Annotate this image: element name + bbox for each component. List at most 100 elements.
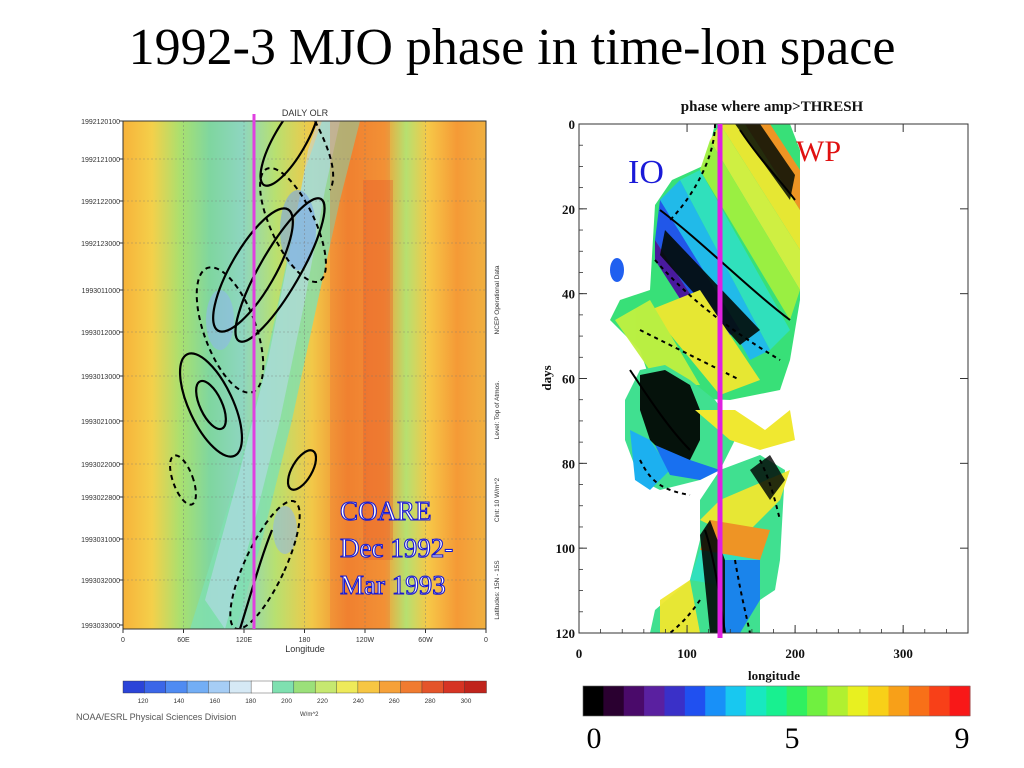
- olr-colorbar-tick: 160: [209, 698, 220, 705]
- olr-colorbar-swatch: [144, 680, 167, 694]
- phase-colorbar-swatch: [929, 686, 951, 716]
- olr-y-tick-label: 1993022000: [81, 462, 120, 469]
- phase-colorbar: 0 5 9: [582, 685, 971, 755]
- olr-colorbar-swatch: [208, 680, 231, 694]
- io-region-label: IO: [628, 154, 664, 191]
- olr-side-note: Cint: 10 W/m^2: [494, 478, 501, 523]
- olr-colorbar-swatch: [379, 680, 402, 694]
- phase-colorbar-swatch: [868, 686, 890, 716]
- olr-x-tick-label: 120E: [236, 637, 253, 644]
- olr-side-note: Latitudes: 15N - 15S: [494, 560, 501, 620]
- olr-x-ticks: 0 60E 120E 180 120W 60W 0: [121, 629, 488, 644]
- coare-annotation-line: Dec 1992-: [340, 533, 453, 563]
- olr-y-tick-label: 1992123000: [81, 241, 120, 248]
- phase-colorbar-swatch: [583, 686, 604, 716]
- olr-y-tick-label: 1992120100: [81, 119, 120, 126]
- phase-y-tick-label: 80: [562, 456, 575, 471]
- coare-annotation-line: Mar 1993: [340, 570, 446, 600]
- olr-y-tick-label: 1993012000: [81, 330, 120, 337]
- phase-colorbar-swatch: [908, 686, 930, 716]
- olr-y-tick-label: 1993013000: [81, 374, 120, 381]
- olr-colorbar-tick: 180: [245, 698, 256, 705]
- olr-colorbar-tick: 120: [138, 698, 149, 705]
- olr-y-tick-label: 1993022800: [81, 495, 120, 502]
- phase-x-tick-label: 300: [893, 646, 913, 661]
- olr-colorbar-swatch: [357, 680, 380, 694]
- olr-y-tick-label: 1993011000: [82, 288, 121, 295]
- olr-y-tick-label: 1992121000: [81, 157, 120, 164]
- phase-colorbar-swatch: [807, 686, 828, 716]
- olr-x-tick-label: 0: [484, 637, 488, 644]
- phase-colorbar-swatch: [888, 686, 910, 716]
- phase-y-tick-label: 60: [562, 372, 575, 387]
- olr-colorbar-swatch: [272, 680, 295, 694]
- phase-panel: phase where amp>THRESH: [539, 99, 971, 755]
- olr-y-tick-label: 1993033000: [81, 623, 120, 630]
- olr-panel: DAILY OLR: [76, 108, 501, 722]
- phase-y-tick-label: 100: [556, 541, 576, 556]
- olr-colorbar-swatch: [250, 680, 274, 694]
- phase-colorbar-swatch: [949, 686, 971, 716]
- phase-colorbar-tick: 5: [785, 722, 800, 755]
- phase-y-tick-label: 40: [562, 287, 575, 302]
- olr-colorbar-swatch: [464, 680, 487, 694]
- phase-colorbar-swatch: [745, 686, 767, 716]
- olr-colorbar-unit: W/m^2: [300, 712, 319, 718]
- phase-colorbar-swatch: [644, 686, 665, 716]
- olr-colorbar-tick: 260: [389, 698, 400, 705]
- phase-chart-title: phase where amp>THRESH: [681, 99, 864, 115]
- olr-x-tick-label: 60E: [177, 637, 190, 644]
- phase-colorbar-swatch: [603, 686, 625, 716]
- slide-title: 1992-3 MJO phase in time-lon space: [128, 19, 896, 76]
- olr-x-tick-label: 120W: [356, 637, 375, 644]
- olr-side-note: Level: Top of Atmos.: [494, 381, 501, 440]
- phase-colorbar-swatch: [684, 686, 706, 716]
- phase-colorbar-swatch: [827, 686, 849, 716]
- olr-side-notes: NCEP Operational Data Level: Top of Atmos…: [494, 265, 501, 619]
- coare-annotation-line: COARE: [340, 496, 432, 526]
- olr-x-tick-label: 180: [299, 637, 311, 644]
- olr-side-note: NCEP Operational Data: [494, 265, 501, 334]
- olr-chart-title: DAILY OLR: [282, 108, 329, 118]
- olr-colorbar-tick: 200: [281, 698, 292, 705]
- phase-contours: [639, 124, 781, 633]
- phase-colorbar-swatch: [786, 686, 808, 716]
- olr-y-ticks: 1992120100 1992121000 1992122000 1992123000…: [81, 119, 123, 630]
- phase-colorbar-tick: 9: [955, 722, 970, 755]
- olr-field: [123, 121, 486, 629]
- phase-y-ticks: 0 20 40 60 80 100 120: [556, 117, 968, 641]
- olr-colorbar-swatch: [400, 680, 423, 694]
- phase-y-tick-label: 120: [556, 626, 576, 641]
- olr-y-tick-label: 1993032000: [81, 578, 120, 585]
- phase-y-axis-label: days: [539, 365, 554, 390]
- olr-colorbar-swatch: [165, 680, 188, 694]
- olr-colorbar-swatch: [443, 680, 466, 694]
- phase-y-tick-label: 20: [562, 202, 575, 217]
- phase-colorbar-swatch: [847, 686, 869, 716]
- olr-y-tick-label: 1993021000: [81, 419, 120, 426]
- olr-colorbar-swatch: [229, 680, 252, 694]
- olr-colorbar-tick: 240: [353, 698, 364, 705]
- olr-colorbar-swatch: [314, 680, 338, 694]
- olr-colorbar-tick: 140: [173, 698, 184, 705]
- wp-region-label: WP: [796, 135, 841, 168]
- olr-colorbar: 120 140 160 180 200 220 240 260 280 300: [122, 680, 487, 705]
- phase-x-tick-label: 200: [785, 646, 805, 661]
- phase-colorbar-frame: [582, 685, 971, 717]
- olr-colorbar-tick: 220: [317, 698, 328, 705]
- phase-field: [610, 124, 800, 633]
- olr-credit: NOAA/ESRL Physical Sciences Division: [76, 712, 236, 722]
- olr-colorbar-swatch: [336, 680, 359, 694]
- phase-colorbar-swatch: [725, 686, 747, 716]
- phase-colorbar-swatch: [766, 686, 788, 716]
- phase-y-tick-label: 0: [569, 117, 576, 132]
- olr-colorbar-swatch: [421, 680, 444, 694]
- olr-y-tick-label: 1992122000: [81, 199, 120, 206]
- olr-x-tick-label: 0: [121, 637, 125, 644]
- olr-x-axis-label: Longitude: [285, 644, 325, 654]
- olr-colorbar-swatch: [293, 680, 316, 694]
- phase-colorbar-swatch: [705, 686, 727, 716]
- olr-colorbar-swatch: [186, 680, 210, 694]
- olr-colorbar-tick: 300: [461, 698, 472, 705]
